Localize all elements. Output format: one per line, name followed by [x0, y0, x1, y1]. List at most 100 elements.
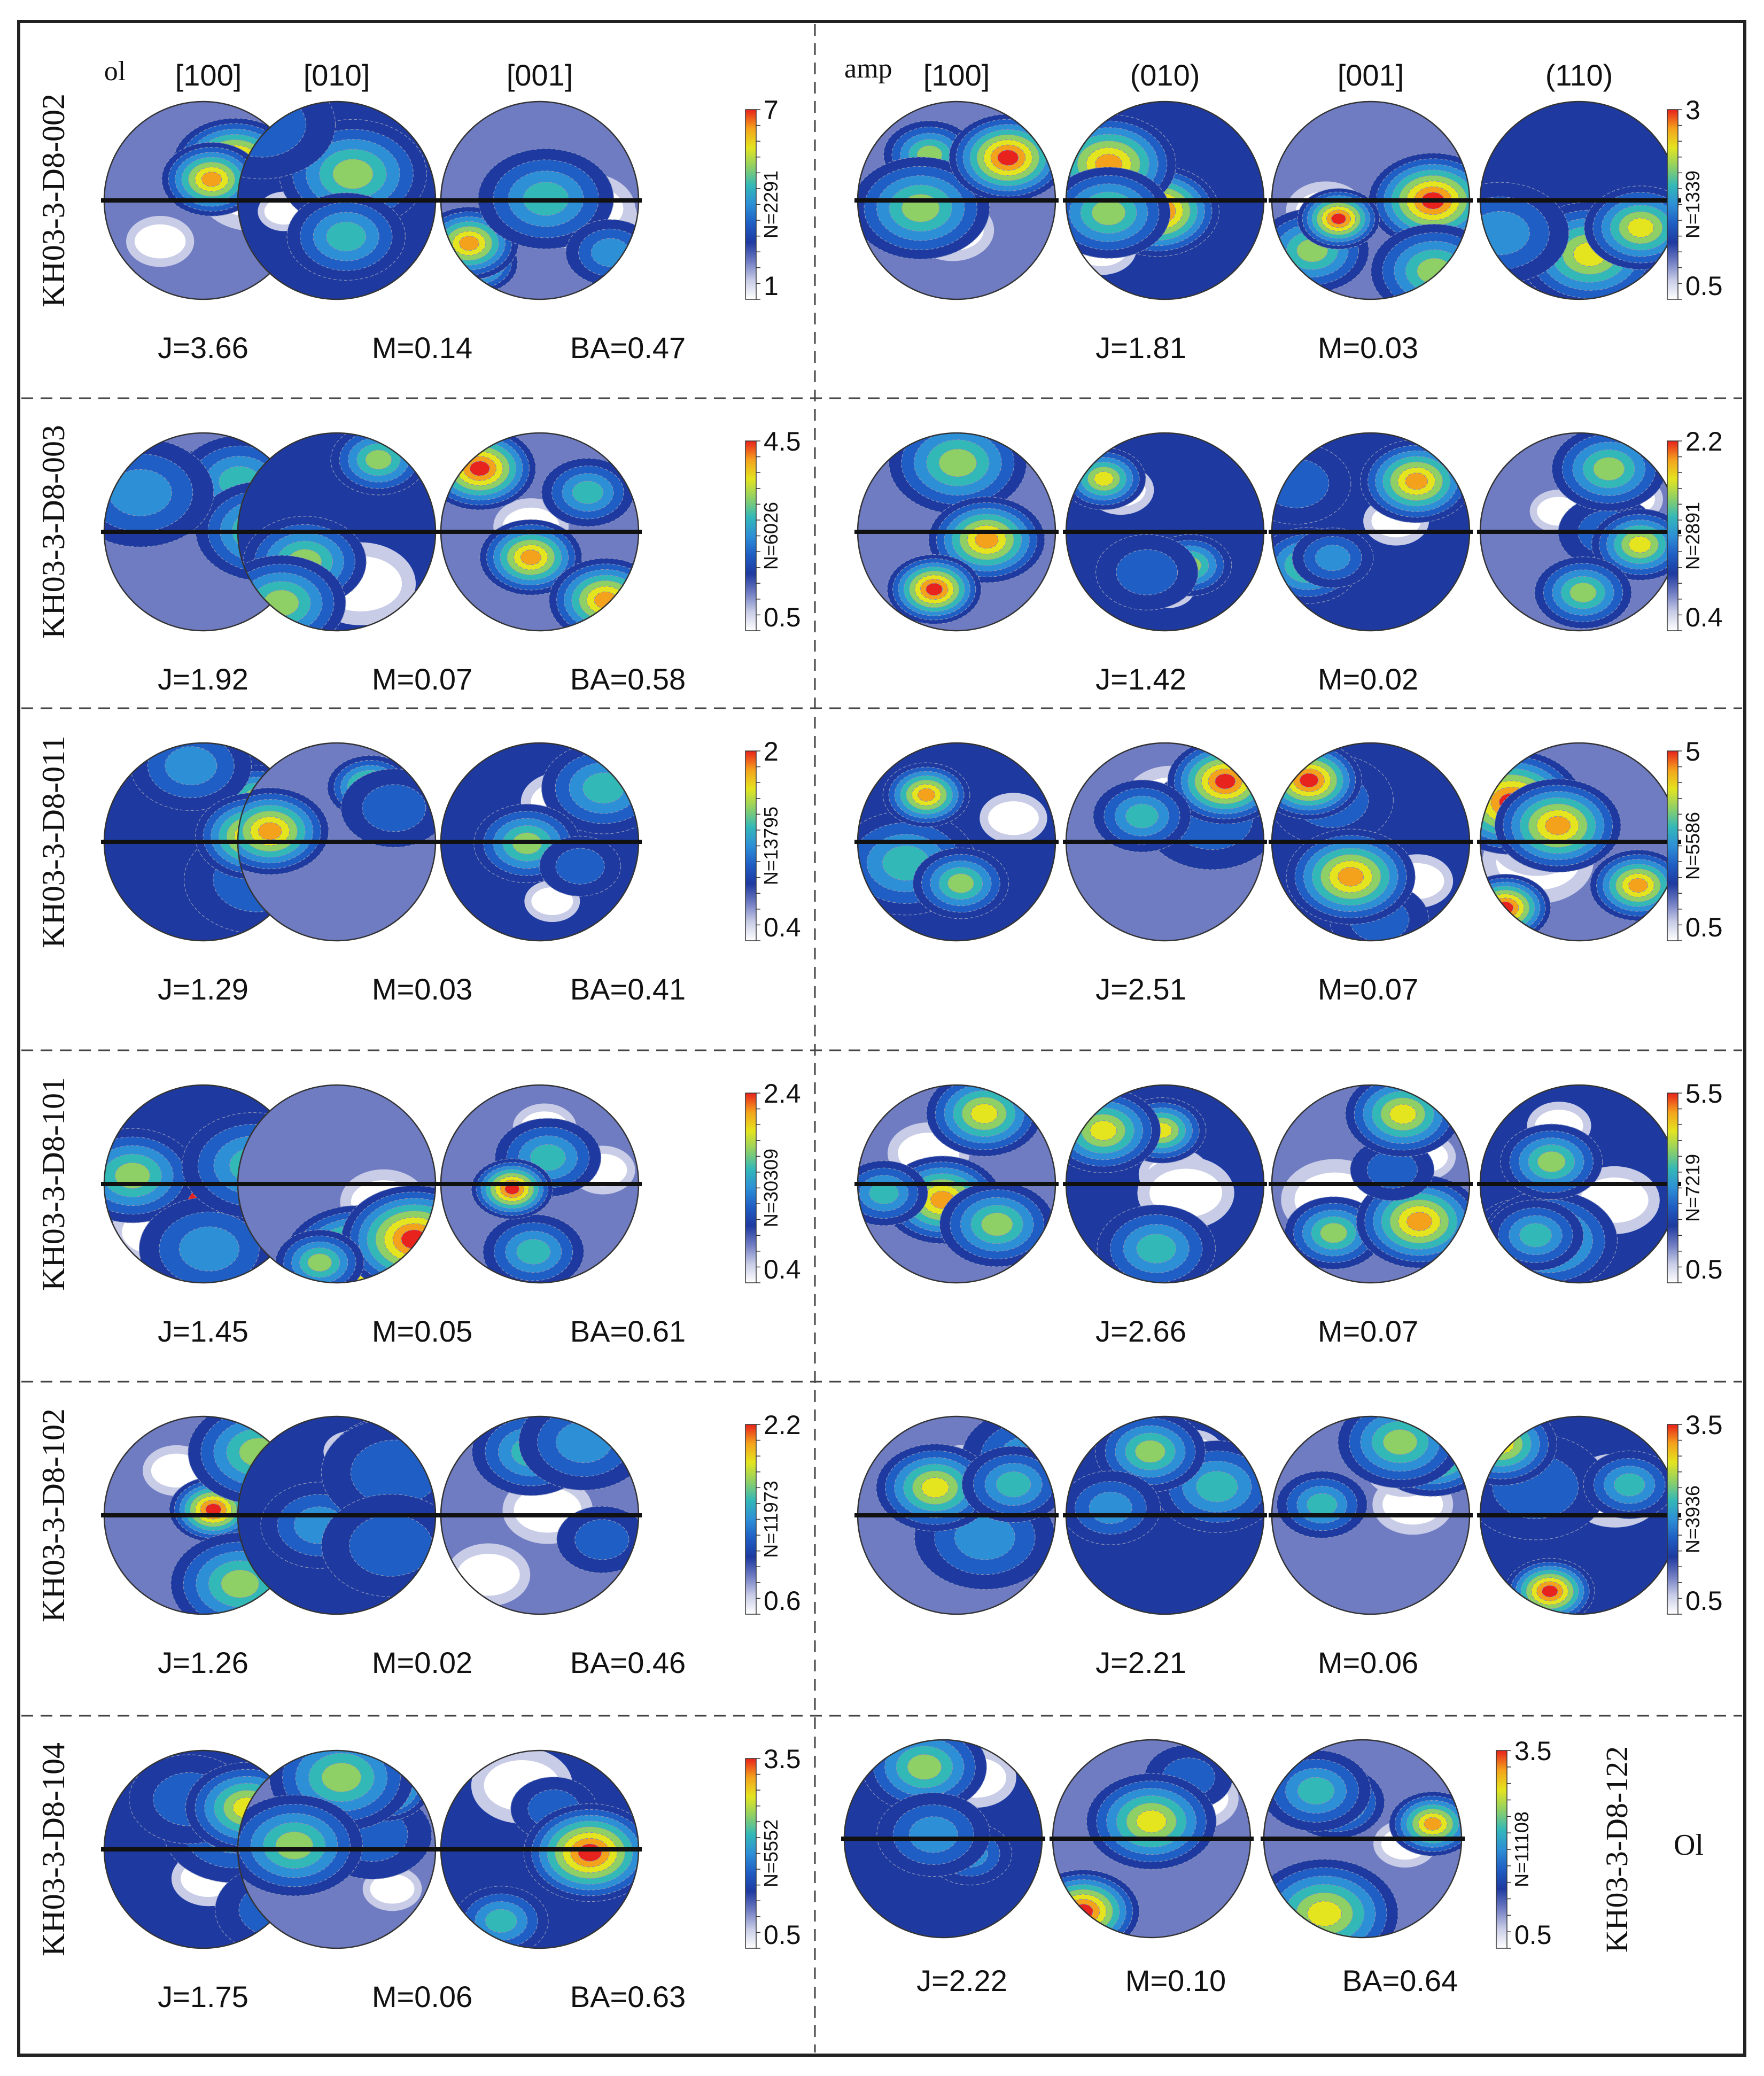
density-contour — [981, 1212, 1013, 1236]
pole-figure — [1063, 742, 1267, 942]
pole-figure — [1050, 1739, 1254, 1939]
density-contour — [275, 1831, 314, 1860]
statistic-label: J=1.26 — [158, 1646, 248, 1679]
colorbar-min-label: 0.4 — [764, 912, 801, 942]
colorbar: 3 0.5 N=1339 — [1667, 95, 1723, 301]
density-contour — [1545, 816, 1571, 835]
density-contour — [1116, 549, 1178, 595]
density-contour — [917, 788, 936, 802]
density-contours — [1272, 743, 1470, 941]
pole-figure — [1477, 1084, 1681, 1284]
density-contour — [578, 1843, 602, 1862]
statistic-label: BA=0.61 — [570, 1314, 686, 1348]
colorbar-min-label: 0.5 — [1685, 912, 1723, 942]
density-contours — [441, 1416, 639, 1614]
pole-figure — [438, 742, 642, 942]
density-contour — [572, 481, 604, 505]
pole-figure — [438, 100, 642, 300]
colorbar-gradient — [1667, 1093, 1678, 1283]
colorbar-min-label: 0.5 — [1685, 271, 1723, 301]
density-contour — [1089, 1491, 1132, 1524]
colorbar-gradient — [745, 750, 757, 941]
density-contour — [1136, 1234, 1177, 1264]
pole-figure — [1063, 432, 1267, 632]
density-contours — [1066, 102, 1264, 299]
density-contour — [1090, 1120, 1117, 1141]
statistic-label: J=2.51 — [1095, 972, 1186, 1006]
density-contour — [332, 159, 374, 189]
pole-figure — [1477, 742, 1681, 942]
statistic-label: J=3.66 — [158, 331, 248, 365]
density-contour — [258, 822, 282, 840]
colorbar-max-label: 3.5 — [1685, 1410, 1723, 1440]
density-contour — [1215, 773, 1236, 789]
colorbar-gradient — [1667, 750, 1678, 941]
column-header-amp: (110) — [1545, 58, 1613, 92]
colorbar-n-label: N=11973 — [760, 1481, 782, 1558]
colorbar: 2 0.4 N=13795 — [745, 737, 801, 942]
statistic-label: M=0.06 — [372, 1980, 472, 2013]
statistic-label: M=0.07 — [1318, 972, 1418, 1006]
density-contour — [1195, 1471, 1238, 1502]
colorbar-gradient — [745, 1093, 757, 1283]
pole-figure — [1269, 1415, 1473, 1615]
colorbar-min-label: 0.5 — [764, 602, 801, 632]
sample-row: KH03-3-D8-003 4.5 0.5 N=6026 J=1.92 M=0.07 BA=… — [36, 425, 1723, 696]
density-empty — [988, 801, 1039, 835]
pole-figure — [1269, 432, 1473, 632]
pole-figure — [841, 1739, 1045, 1939]
sample-label: KH03-3-D8-104 — [36, 1742, 71, 1956]
density-contour — [1307, 1493, 1338, 1516]
colorbar-max-label: 3.5 — [1514, 1736, 1552, 1766]
density-contours — [1272, 1416, 1470, 1614]
colorbar-n-label: N=2291 — [760, 171, 782, 238]
statistic-label: M=0.03 — [1318, 331, 1418, 365]
density-contour — [996, 1471, 1031, 1498]
statistic-label: BA=0.46 — [570, 1646, 686, 1679]
density-contours — [1480, 1085, 1678, 1283]
statistic-label: BA=0.47 — [570, 331, 686, 365]
pole-figure — [235, 742, 439, 942]
density-contour — [1331, 213, 1347, 224]
density-contour — [178, 1226, 240, 1272]
colorbar-max-label: 2.2 — [764, 1410, 801, 1440]
column-header-amp: (010) — [1130, 58, 1200, 92]
statistic-label: J=1.75 — [158, 1980, 248, 2013]
sample-row: KH03-3-D8-002 ol [100] [010] [001] 7 1 N=2291 J=… — [36, 53, 1723, 365]
density-contour — [908, 1816, 958, 1853]
density-contours — [441, 1085, 639, 1283]
pole-figure — [1477, 432, 1681, 632]
sample-label: KH03-3-D8-003 — [36, 425, 71, 639]
extra-sample-label: KH03-3-D8-122 — [1599, 1746, 1634, 1953]
sample-row: KH03-3-D8-011 2 0.4 N=13795 J=1.29 M=0.03 BA=0… — [36, 735, 1723, 1006]
colorbar: 3.5 0.5 N=3936 — [1667, 1410, 1723, 1616]
density-contour — [926, 583, 943, 596]
density-contour — [485, 1909, 517, 1933]
density-contour — [1537, 1151, 1566, 1173]
density-contours — [238, 1085, 436, 1283]
density-contour — [555, 1421, 612, 1463]
colorbar: 3.5 0.5 N=11108 — [1496, 1736, 1552, 1950]
colorbar-max-label: 2.2 — [1685, 427, 1723, 456]
density-contour — [165, 746, 217, 786]
pole-figure — [235, 1084, 439, 1284]
colorbar: 5 0.5 N=5586 — [1667, 737, 1723, 942]
density-contour — [530, 1144, 566, 1171]
density-contours — [858, 1085, 1055, 1283]
density-contour — [1136, 1810, 1167, 1833]
colorbar-gradient — [1496, 1750, 1507, 1949]
density-contour — [1627, 218, 1654, 238]
density-empty — [134, 224, 186, 259]
density-contour — [1320, 1222, 1348, 1243]
column-header-ol: [001] — [507, 58, 573, 92]
colorbar-n-label: N=6026 — [760, 502, 782, 570]
density-contour — [1569, 582, 1597, 603]
density-contour — [1091, 200, 1126, 226]
colorbar: 2.2 0.4 N=2891 — [1667, 427, 1723, 632]
sample-label: KH03-3-D8-102 — [36, 1408, 71, 1622]
density-contour — [362, 784, 426, 832]
pole-figure — [235, 1415, 439, 1615]
statistic-label: M=0.07 — [1318, 1314, 1418, 1348]
colorbar: 4.5 0.5 N=6026 — [745, 427, 801, 632]
